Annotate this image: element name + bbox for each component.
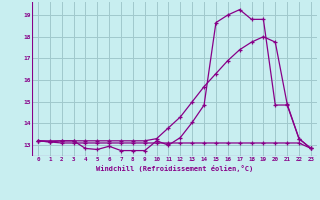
X-axis label: Windchill (Refroidissement éolien,°C): Windchill (Refroidissement éolien,°C) [96,165,253,172]
